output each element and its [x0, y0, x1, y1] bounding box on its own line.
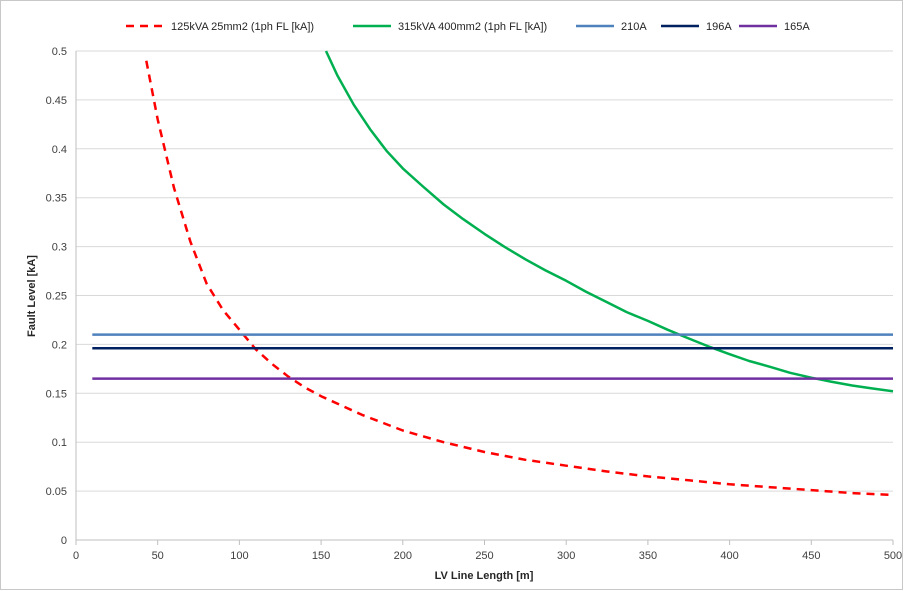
x-tick-label: 0 — [73, 550, 79, 562]
x-tick-labels: 0 50 100 150 200 250 300 350 400 450 500 — [73, 540, 902, 562]
y-tick-label: 0.05 — [46, 486, 67, 498]
x-tick-label: 50 — [152, 550, 164, 562]
legend: 125kVA 25mm2 (1ph FL [kA]) 315kVA 400mm2 … — [126, 21, 810, 33]
y-tick-label: 0.1 — [52, 437, 67, 449]
y-tick-label: 0.3 — [52, 242, 67, 254]
x-tick-label: 300 — [557, 550, 575, 562]
y-tick-label: 0.25 — [46, 291, 67, 303]
x-tick-label: 450 — [802, 550, 820, 562]
series-line-1 — [145, 60, 894, 497]
y-tick-label: 0.4 — [52, 144, 67, 156]
y-axis-title: Fault Level [kA] — [26, 255, 38, 337]
x-tick-label: 400 — [720, 550, 738, 562]
legend-label-4: 196A — [706, 21, 732, 33]
y-tick-label: 0.2 — [52, 339, 67, 351]
x-tick-label: 500 — [884, 550, 902, 562]
series-lines — [92, 50, 894, 497]
x-axis-title: LV Line Length [m] — [435, 570, 534, 582]
y-tick-label: 0 — [61, 535, 67, 547]
x-tick-label: 200 — [394, 550, 412, 562]
series-line-2 — [324, 50, 894, 393]
x-tick-label: 150 — [312, 550, 330, 562]
legend-label-2: 315kVA 400mm2 (1ph FL [kA]) — [398, 21, 547, 33]
y-tick-label: 0.5 — [52, 46, 67, 58]
x-tick-label: 250 — [475, 550, 493, 562]
gridlines — [76, 50, 893, 492]
legend-label-3: 210A — [621, 21, 647, 33]
y-tick-label: 0.15 — [46, 388, 67, 400]
y-tick-label: 0.45 — [46, 95, 67, 107]
legend-label-1: 125kVA 25mm2 (1ph FL [kA]) — [171, 21, 314, 33]
x-tick-label: 100 — [230, 550, 248, 562]
y-tick-label: 0.35 — [46, 193, 67, 205]
legend-label-5: 165A — [784, 21, 810, 33]
y-tick-labels: 0 0.05 0.1 0.15 0.2 0.25 0.3 0.35 0.4 0.45 0.5 — [46, 46, 67, 547]
x-tick-label: 350 — [639, 550, 657, 562]
